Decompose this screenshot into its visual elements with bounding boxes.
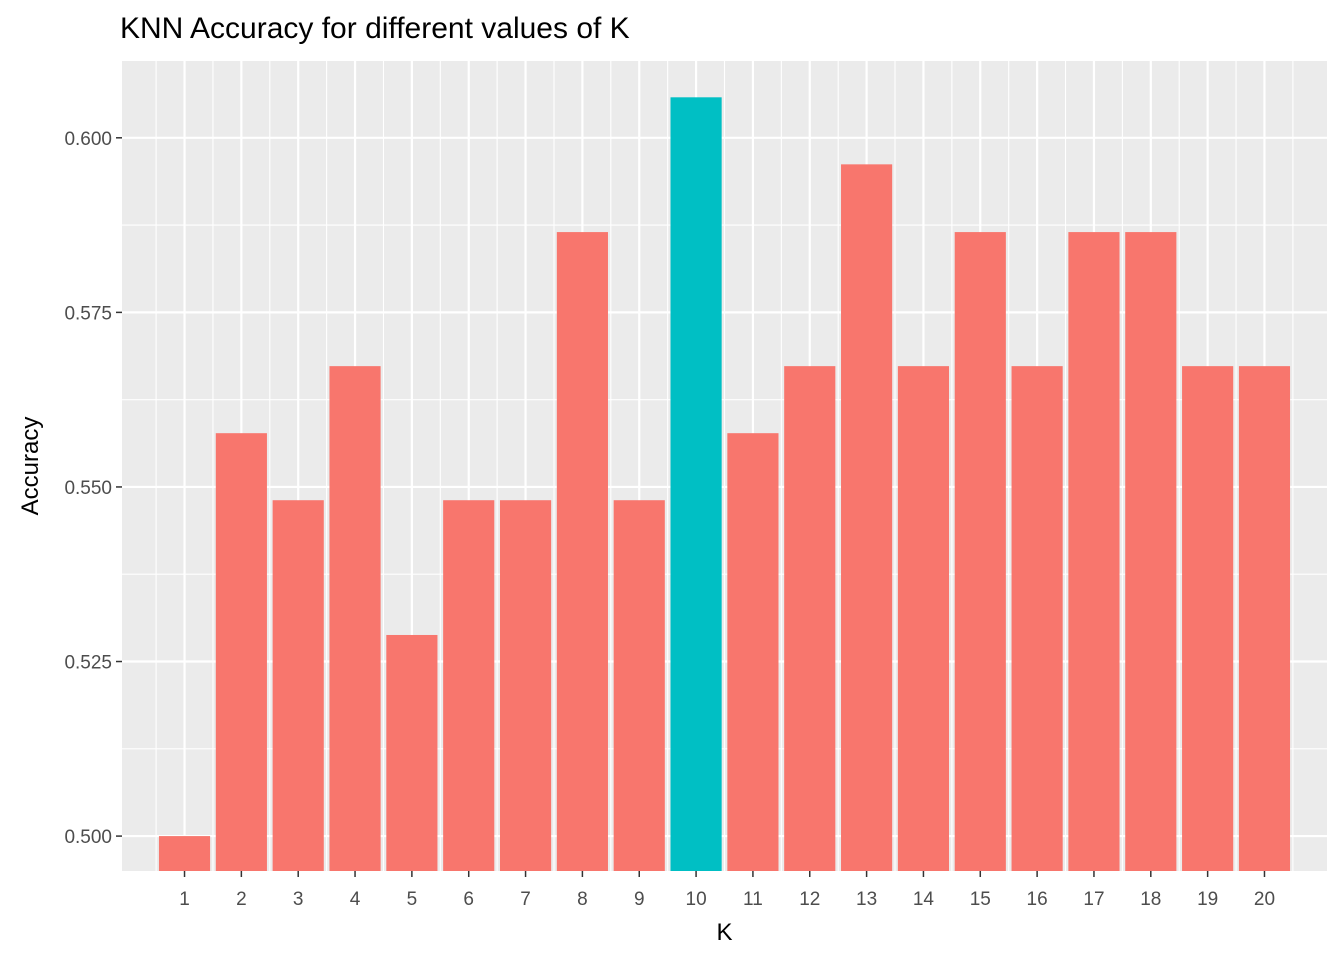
x-tick-label: 13 bbox=[856, 889, 877, 910]
bar bbox=[613, 500, 665, 871]
x-tick-label: 8 bbox=[577, 889, 588, 910]
bar bbox=[784, 366, 836, 871]
x-tick-label: 3 bbox=[293, 889, 304, 910]
x-tick-label: 12 bbox=[799, 889, 820, 910]
x-tick-label: 2 bbox=[236, 889, 247, 910]
bar bbox=[1011, 366, 1063, 871]
x-tick-label: 16 bbox=[1027, 889, 1048, 910]
x-tick-label: 14 bbox=[913, 889, 935, 910]
bar bbox=[499, 500, 552, 871]
bar bbox=[1068, 232, 1120, 872]
bar bbox=[329, 366, 381, 871]
bars bbox=[158, 97, 1291, 872]
bar bbox=[158, 836, 211, 871]
y-tick-label: 0.600 bbox=[64, 129, 112, 150]
x-tick-label: 6 bbox=[463, 889, 474, 910]
bar bbox=[443, 500, 495, 871]
bar bbox=[1125, 232, 1177, 872]
x-tick-label: 19 bbox=[1197, 889, 1218, 910]
bar bbox=[272, 500, 324, 871]
bar bbox=[954, 232, 1006, 872]
bar bbox=[727, 433, 779, 871]
bar bbox=[215, 433, 267, 871]
y-tick-label: 0.525 bbox=[64, 653, 112, 674]
minor-gridlines bbox=[122, 61, 1327, 871]
bar-highlighted bbox=[670, 97, 722, 871]
chart-title: KNN Accuracy for different values of K bbox=[120, 12, 630, 45]
y-axis-title: Accuracy bbox=[17, 417, 44, 516]
x-tick-label: 7 bbox=[520, 889, 531, 910]
x-axis-title: K bbox=[716, 919, 732, 946]
x-tick-label: 18 bbox=[1140, 889, 1161, 910]
x-tick-label: 4 bbox=[350, 889, 361, 910]
y-axis: 0.500 0.525 0.550 0.575 0.600 bbox=[64, 129, 122, 848]
bar bbox=[841, 164, 893, 871]
bar bbox=[1182, 366, 1234, 871]
x-tick-label: 1 bbox=[179, 889, 190, 910]
bar bbox=[897, 366, 950, 871]
x-axis: 1 2 3 4 5 6 7 8 9 10 11 12 13 14 15 16 17 18 19 20 bbox=[179, 871, 1275, 910]
bar bbox=[386, 634, 438, 871]
x-tick-label: 20 bbox=[1254, 889, 1275, 910]
y-tick-label: 0.575 bbox=[64, 303, 112, 324]
bar bbox=[556, 232, 608, 872]
bar bbox=[1238, 366, 1291, 871]
x-tick-label: 10 bbox=[686, 889, 707, 910]
y-tick-label: 0.500 bbox=[64, 827, 112, 848]
x-tick-label: 15 bbox=[970, 889, 991, 910]
x-tick-label: 11 bbox=[743, 889, 763, 910]
x-tick-label: 17 bbox=[1083, 889, 1104, 910]
y-tick-label: 0.550 bbox=[64, 478, 112, 499]
x-tick-label: 9 bbox=[634, 889, 645, 910]
x-tick-label: 5 bbox=[407, 889, 418, 910]
